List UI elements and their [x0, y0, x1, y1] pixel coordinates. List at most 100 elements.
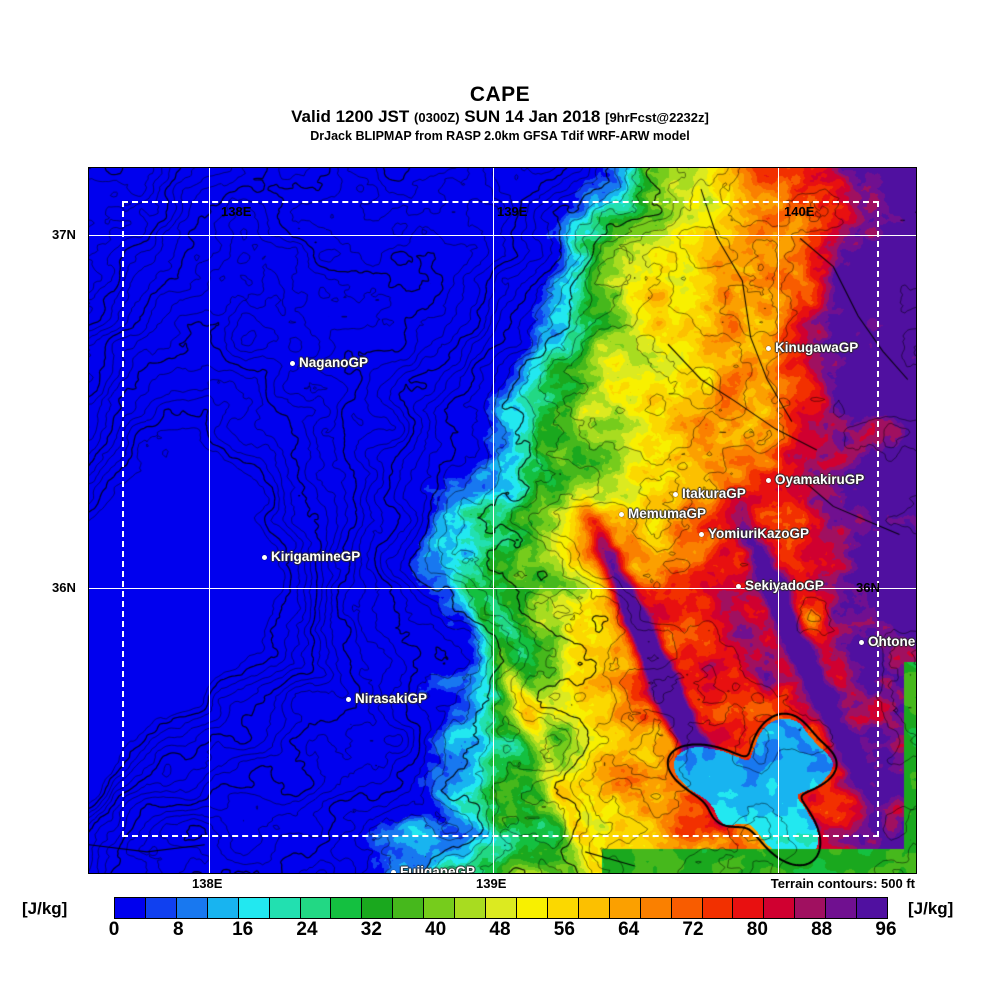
colorbar-tick-96: 96	[875, 919, 897, 940]
station-itakuragp[interactable]: ItakuraGP	[673, 487, 746, 501]
station-label: OyamakiruGP	[775, 472, 865, 487]
station-marker-icon	[699, 531, 704, 537]
graticule-lon-138	[209, 168, 210, 873]
station-marker-icon	[391, 869, 396, 873]
cape-map[interactable]: 138E 139E 140E NaganoGP KirigamineGP Nirasak…	[88, 167, 917, 874]
colorbar-swatch-16	[609, 898, 641, 918]
colorbar-swatch-5	[269, 898, 301, 918]
station-label: Ohtone	[868, 634, 916, 649]
forecast-domain-box	[122, 201, 879, 837]
lat-label-left-37N: 37N	[52, 227, 76, 242]
colorbar-swatch-23	[826, 898, 858, 918]
colorbar-swatch-24	[857, 898, 888, 918]
colorbar-tick-40: 40	[425, 919, 447, 940]
colorbar-swatch-10	[424, 898, 456, 918]
inner-lon-label-138E: 138E	[221, 204, 252, 219]
title-block: CAPE Valid 1200 JST (0300Z) SUN 14 Jan 2…	[0, 84, 1000, 144]
colorbar-tick-72: 72	[682, 919, 704, 940]
station-label: KirigamineGP	[271, 549, 361, 564]
station-naganogp[interactable]: NaganoGP	[290, 356, 368, 370]
colorbar-swatch-7	[331, 898, 363, 918]
colorbar-swatch-22	[795, 898, 827, 918]
station-label: NaganoGP	[299, 355, 369, 370]
station-memumagp[interactable]: MemumaGP	[619, 507, 706, 521]
lon-label-bottom-139E: 139E	[476, 876, 507, 891]
station-marker-icon	[262, 554, 267, 560]
model-description: DrJack BLIPMAP from RASP 2.0km GFSA Tdif…	[310, 129, 690, 143]
colorbar-tick-16: 16	[232, 919, 254, 940]
station-marker-icon	[346, 696, 351, 702]
station-marker-icon	[290, 360, 295, 366]
colorbar-swatch-20	[733, 898, 765, 918]
station-label: NirasakiGP	[355, 691, 428, 706]
station-kirigaminegp[interactable]: KirigamineGP	[262, 550, 360, 564]
colorbar-tick-56: 56	[553, 919, 575, 940]
colorbar-swatch-1	[145, 898, 177, 918]
valid-time: Valid 1200 JST	[291, 107, 410, 126]
valid-time-utc: (0300Z)	[414, 110, 460, 125]
station-marker-icon	[736, 583, 741, 589]
colorbar: [J/kg] [J/kg] 0 8 16 24 32 40 48 56 64 72 80 88 96	[0, 893, 1000, 953]
colorbar-tick-88: 88	[811, 919, 833, 940]
station-yomiurikazogp[interactable]: YomiuriKazoGP	[699, 527, 809, 541]
station-ohtone[interactable]: Ohtone	[859, 635, 915, 649]
inner-lon-label-140E: 140E	[784, 204, 815, 219]
colorbar-swatch-11	[455, 898, 487, 918]
station-marker-icon	[859, 639, 864, 645]
colorbar-tick-24: 24	[296, 919, 318, 940]
valid-date: SUN 14 Jan 2018	[464, 107, 601, 126]
station-oyamakirugp[interactable]: OyamakiruGP	[766, 473, 864, 487]
colorbar-tick-labels: 0 8 16 24 32 40 48 56 64 72 80 88 96	[109, 919, 897, 945]
forecast-hour: [9hrFcst@2232z]	[605, 110, 709, 125]
lat-label-right-36N: 36N	[856, 580, 880, 595]
colorbar-swatch-6	[300, 898, 332, 918]
colorbar-swatch-8	[362, 898, 394, 918]
station-nirasakigp[interactable]: NirasakiGP	[346, 692, 427, 706]
colorbar-tick-8: 8	[173, 919, 184, 940]
colorbar-unit-left: [J/kg]	[22, 899, 68, 918]
colorbar-tick-32: 32	[360, 919, 382, 940]
terrain-contour-note: Terrain contours: 500 ft	[770, 876, 915, 891]
colorbar-swatch-12	[486, 898, 517, 918]
lat-label-left-36N: 36N	[52, 580, 76, 595]
colorbar-swatch-13	[516, 898, 548, 918]
colorbar-swatch-4	[238, 898, 270, 918]
colorbar-tick-48: 48	[489, 919, 511, 940]
valid-time-line: Valid 1200 JST (0300Z) SUN 14 Jan 2018 […	[0, 106, 1000, 128]
colorbar-swatch-0	[115, 898, 146, 918]
graticule-lon-140	[778, 168, 779, 873]
colorbar-tick-80: 80	[746, 919, 768, 940]
colorbar-swatch-15	[578, 898, 610, 918]
graticule-lat-36	[89, 588, 916, 589]
page-title: CAPE	[469, 83, 531, 106]
station-kinugawagp[interactable]: KinugawaGP	[766, 341, 858, 355]
colorbar-swatch-14	[547, 898, 579, 918]
graticule-lat-37	[89, 235, 916, 236]
station-label: SekiyadoGP	[745, 578, 824, 593]
station-marker-icon	[766, 345, 771, 351]
colorbar-unit-right: [J/kg]	[908, 899, 954, 918]
colorbar-swatch-17	[640, 898, 672, 918]
inner-lon-label-139E: 139E	[497, 204, 528, 219]
lon-label-bottom-138E: 138E	[192, 876, 223, 891]
station-label: FujiganeGP	[400, 864, 476, 874]
colorbar-swatch-19	[702, 898, 734, 918]
colorbar-swatch-21	[764, 898, 796, 918]
station-label: ItakuraGP	[682, 486, 746, 501]
colorbar-swatch-2	[176, 898, 208, 918]
station-marker-icon	[673, 491, 678, 497]
station-sekiyadogp[interactable]: SekiyadoGP	[736, 579, 824, 593]
colorbar-tick-0: 0	[108, 919, 120, 940]
station-marker-icon	[766, 477, 771, 483]
colorbar-swatches	[114, 897, 888, 919]
colorbar-tick-64: 64	[618, 919, 640, 940]
station-label: MemumaGP	[628, 506, 707, 521]
colorbar-swatch-18	[671, 898, 703, 918]
station-marker-icon	[619, 511, 624, 517]
station-fujiganegp[interactable]: FujiganeGP	[391, 864, 476, 874]
graticule-lon-139	[493, 168, 494, 873]
colorbar-swatch-3	[207, 898, 239, 918]
station-label: KinugawaGP	[775, 340, 859, 355]
station-label: YomiuriKazoGP	[708, 526, 810, 541]
colorbar-swatch-9	[393, 898, 425, 918]
